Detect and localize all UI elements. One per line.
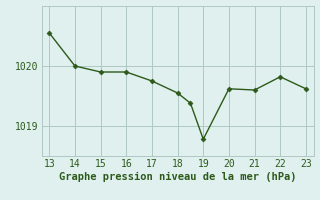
X-axis label: Graphe pression niveau de la mer (hPa): Graphe pression niveau de la mer (hPa) xyxy=(59,172,296,182)
